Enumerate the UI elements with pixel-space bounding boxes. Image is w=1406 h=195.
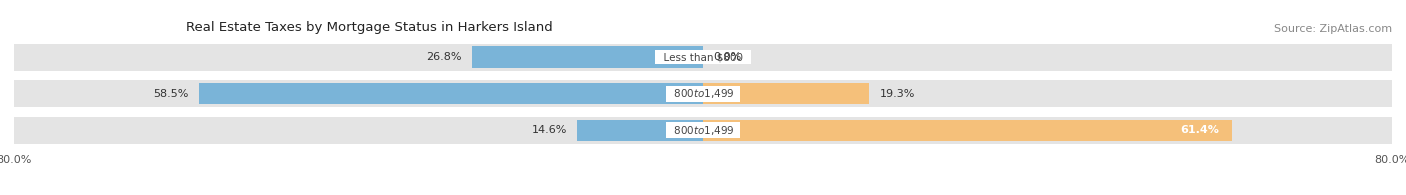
Text: 26.8%: 26.8% [426,52,461,62]
Bar [472,46,703,68]
Text: 0.0%: 0.0% [713,52,741,62]
Bar [14,43,1392,71]
Bar [703,120,1232,141]
Bar [14,117,1392,144]
Text: $800 to $1,499: $800 to $1,499 [666,124,740,137]
Text: 61.4%: 61.4% [1180,125,1219,135]
Text: Less than $800: Less than $800 [657,52,749,62]
Text: Source: ZipAtlas.com: Source: ZipAtlas.com [1274,24,1392,34]
Bar [703,83,869,104]
Text: 19.3%: 19.3% [880,89,915,99]
Text: 14.6%: 14.6% [531,125,567,135]
Bar [578,120,703,141]
Text: Real Estate Taxes by Mortgage Status in Harkers Island: Real Estate Taxes by Mortgage Status in … [186,21,553,34]
Bar [14,80,1392,107]
Text: 58.5%: 58.5% [153,89,188,99]
Text: $800 to $1,499: $800 to $1,499 [666,87,740,100]
Bar [200,83,703,104]
